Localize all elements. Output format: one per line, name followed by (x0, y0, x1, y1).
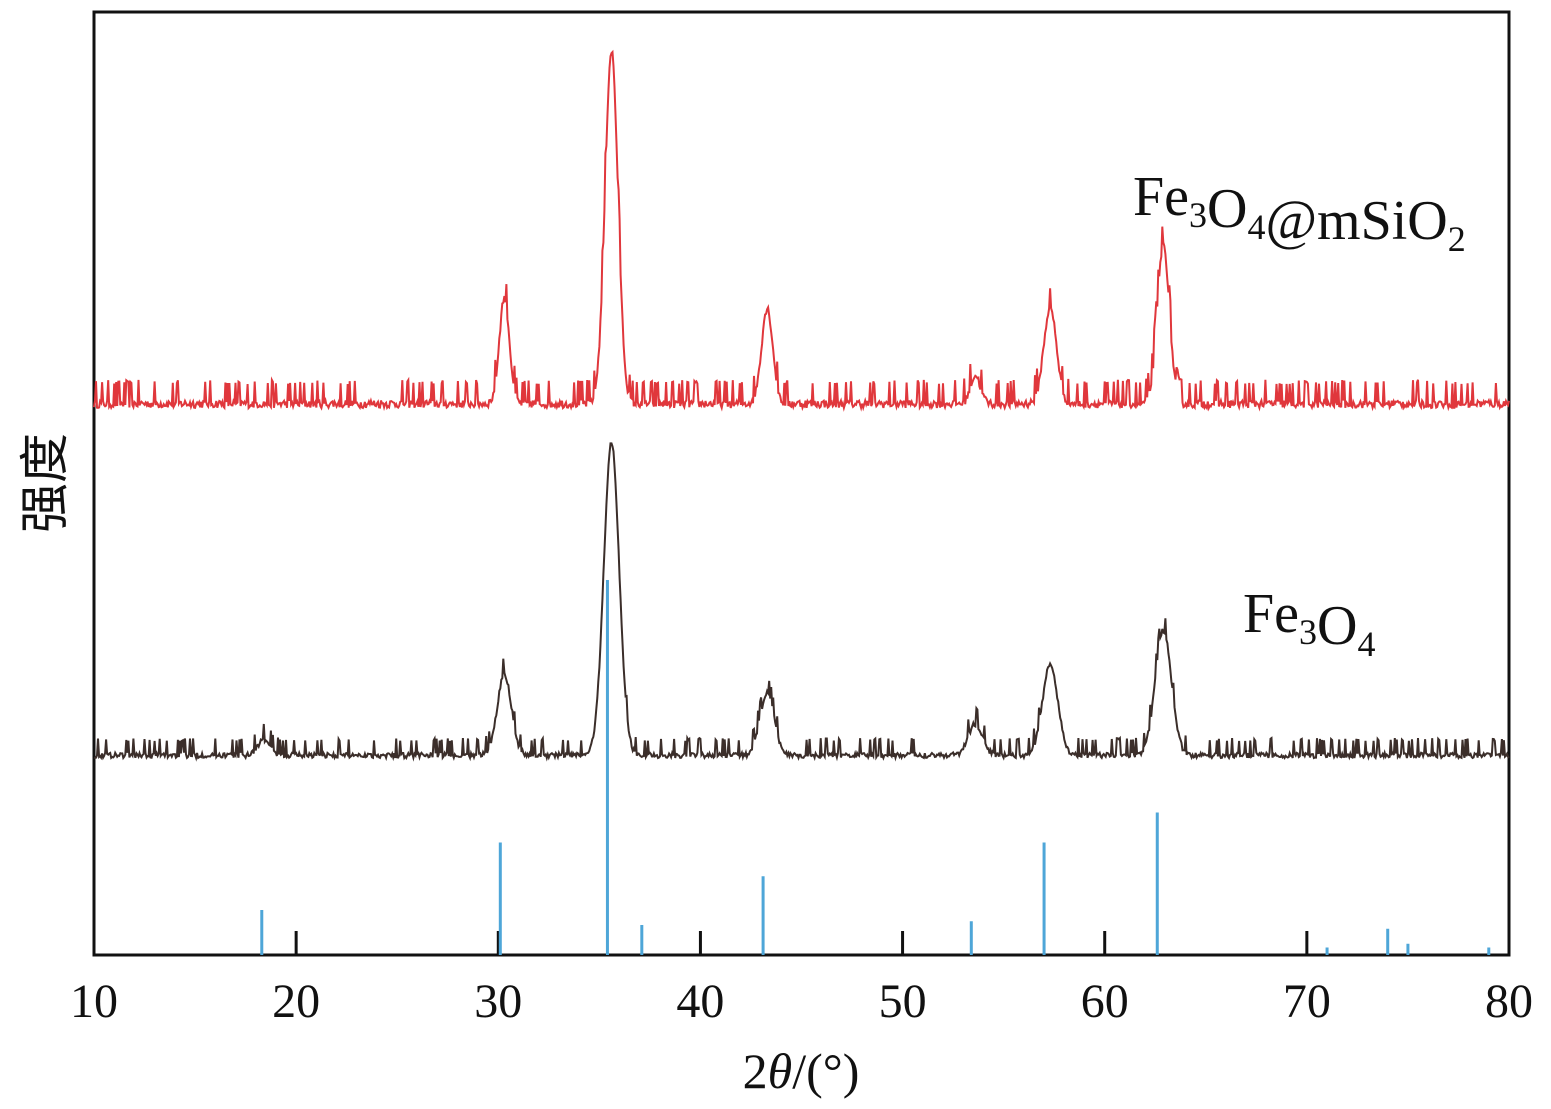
x-axis-tick-labels: 10 20 30 40 50 60 70 80 (70, 975, 1533, 1028)
x-axis-ticks (92, 931, 1511, 955)
series-label: Fe3O4@mSiO2 (1133, 166, 1466, 259)
series-lines (93, 49, 1510, 762)
x-tick-label: 20 (272, 975, 320, 1028)
x-tick-label: 70 (1283, 975, 1331, 1028)
plot-frame (92, 10, 1511, 957)
y-axis-label: 强度 (16, 433, 74, 533)
x-tick-label: 50 (879, 975, 927, 1028)
series-label: Fe3O4 (1243, 583, 1375, 664)
x-tick-label: 10 (70, 975, 118, 1028)
series-line (93, 442, 1510, 762)
x-tick-label: 60 (1081, 975, 1129, 1028)
reference-pattern (260, 580, 1491, 955)
x-tick-label: 80 (1485, 975, 1533, 1028)
x-tick-label: 30 (474, 975, 522, 1028)
x-tick-label: 40 (676, 975, 724, 1028)
series-labels: Fe3O4@mSiO2 Fe3O4 (1133, 166, 1466, 664)
x-axis-label: 2θ/(°) (743, 1043, 860, 1099)
series-line (93, 49, 1510, 412)
